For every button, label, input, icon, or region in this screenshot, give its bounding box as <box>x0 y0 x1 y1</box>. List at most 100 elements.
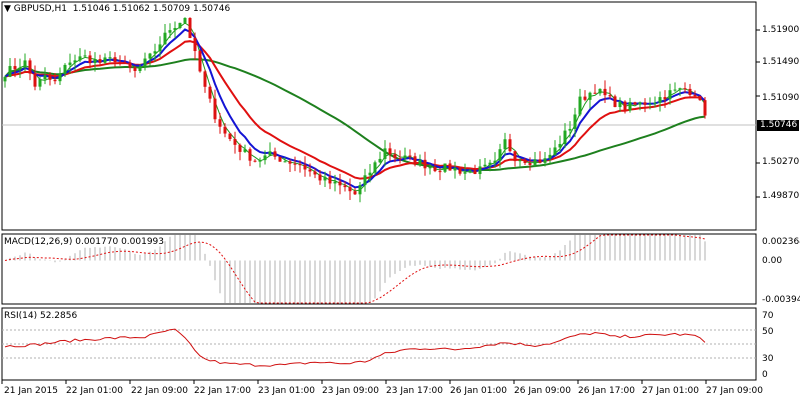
candle-body <box>403 155 407 159</box>
candle <box>238 143 242 161</box>
candle <box>348 178 352 201</box>
macd-pane[interactable] <box>1 233 757 305</box>
candle-body <box>648 103 652 105</box>
candle-body <box>323 176 327 181</box>
candle-body <box>348 187 352 192</box>
candle-body <box>513 151 517 162</box>
candle <box>158 36 162 58</box>
candle <box>338 173 342 195</box>
candle <box>693 90 697 98</box>
candle-body <box>408 155 412 157</box>
candle-body <box>448 163 452 171</box>
candle <box>228 132 232 142</box>
candle <box>508 133 512 153</box>
candle-body <box>133 67 137 72</box>
candle <box>323 171 327 187</box>
candle <box>218 113 222 134</box>
candle-body <box>488 162 492 165</box>
candle-body <box>188 17 192 39</box>
candle-body <box>128 62 132 68</box>
candle-body <box>478 166 482 175</box>
candle <box>613 94 617 108</box>
price-pane[interactable] <box>1 1 757 231</box>
candle <box>23 53 27 72</box>
candle <box>493 152 497 168</box>
candle <box>403 147 407 161</box>
candle <box>568 121 572 138</box>
candle-body <box>303 164 307 170</box>
candle <box>313 168 317 179</box>
rsi-line <box>4 328 706 367</box>
candle-body <box>18 67 22 70</box>
candle <box>98 54 102 65</box>
candle-body <box>593 92 597 94</box>
candle-body <box>528 163 532 165</box>
candle-body <box>523 160 527 164</box>
candle-body <box>673 89 677 91</box>
candle <box>483 157 487 168</box>
candle <box>598 88 602 96</box>
candle <box>213 89 217 124</box>
candle <box>103 53 107 65</box>
candle <box>343 181 347 192</box>
candle-body <box>278 156 282 162</box>
candle-body <box>613 96 617 108</box>
candle-body <box>228 133 232 140</box>
candle-body <box>608 95 612 97</box>
candle <box>533 152 537 168</box>
time-label-7: 23 Jan 17:00 <box>386 386 443 396</box>
price-label-4: 1.50270 <box>762 157 800 167</box>
candle-body <box>138 66 142 72</box>
macd-histogram <box>9 235 706 303</box>
candle <box>648 97 652 110</box>
candle-body <box>203 71 207 87</box>
candle-body <box>328 176 332 184</box>
candle <box>283 157 287 163</box>
candle-body <box>598 88 602 94</box>
rsi-label-0: 0 <box>762 370 768 380</box>
macd-title: MACD(12,26,9) <box>4 237 73 247</box>
open-value: 1.51046 <box>72 4 110 14</box>
candle-body <box>43 75 47 80</box>
candle <box>363 168 367 192</box>
candle <box>288 159 292 173</box>
candle <box>183 17 187 24</box>
time-label-10: 26 Jan 17:00 <box>578 386 635 396</box>
candle <box>88 50 92 69</box>
price-label-1: 1.51900 <box>762 25 800 35</box>
candle-body <box>418 159 422 165</box>
candle <box>353 187 357 196</box>
candle <box>58 67 62 86</box>
candle <box>573 107 577 138</box>
candle <box>193 32 197 60</box>
time-label-3: 22 Jan 09:00 <box>131 386 188 396</box>
candle <box>68 53 72 74</box>
candle-body <box>663 97 667 100</box>
candle <box>93 52 97 72</box>
candle-body <box>698 96 702 101</box>
candle-body <box>298 164 302 166</box>
candle-body <box>8 66 12 77</box>
candle <box>668 83 672 105</box>
candle-body <box>398 158 402 160</box>
candle-body <box>458 168 462 174</box>
candle-body <box>413 156 417 165</box>
rsi-title: RSI(14) <box>4 311 38 321</box>
candle <box>663 90 667 108</box>
candle-body <box>378 158 382 163</box>
candle-body <box>618 101 622 108</box>
candle <box>498 143 502 168</box>
candle <box>258 157 262 168</box>
candle <box>553 140 557 156</box>
symbol-label: GBPUSD,H1 <box>13 4 67 14</box>
candle <box>528 157 532 171</box>
candle <box>478 159 482 180</box>
candle-body <box>78 56 82 61</box>
candle-body <box>263 155 267 161</box>
candle-body <box>428 167 432 169</box>
candle-body <box>143 58 147 67</box>
chart-header: ▼ GBPUSD,H1 1.51046 1.51062 1.50709 1.50… <box>4 4 231 14</box>
time-label-4: 22 Jan 17:00 <box>194 386 251 396</box>
candle-body <box>233 139 237 145</box>
